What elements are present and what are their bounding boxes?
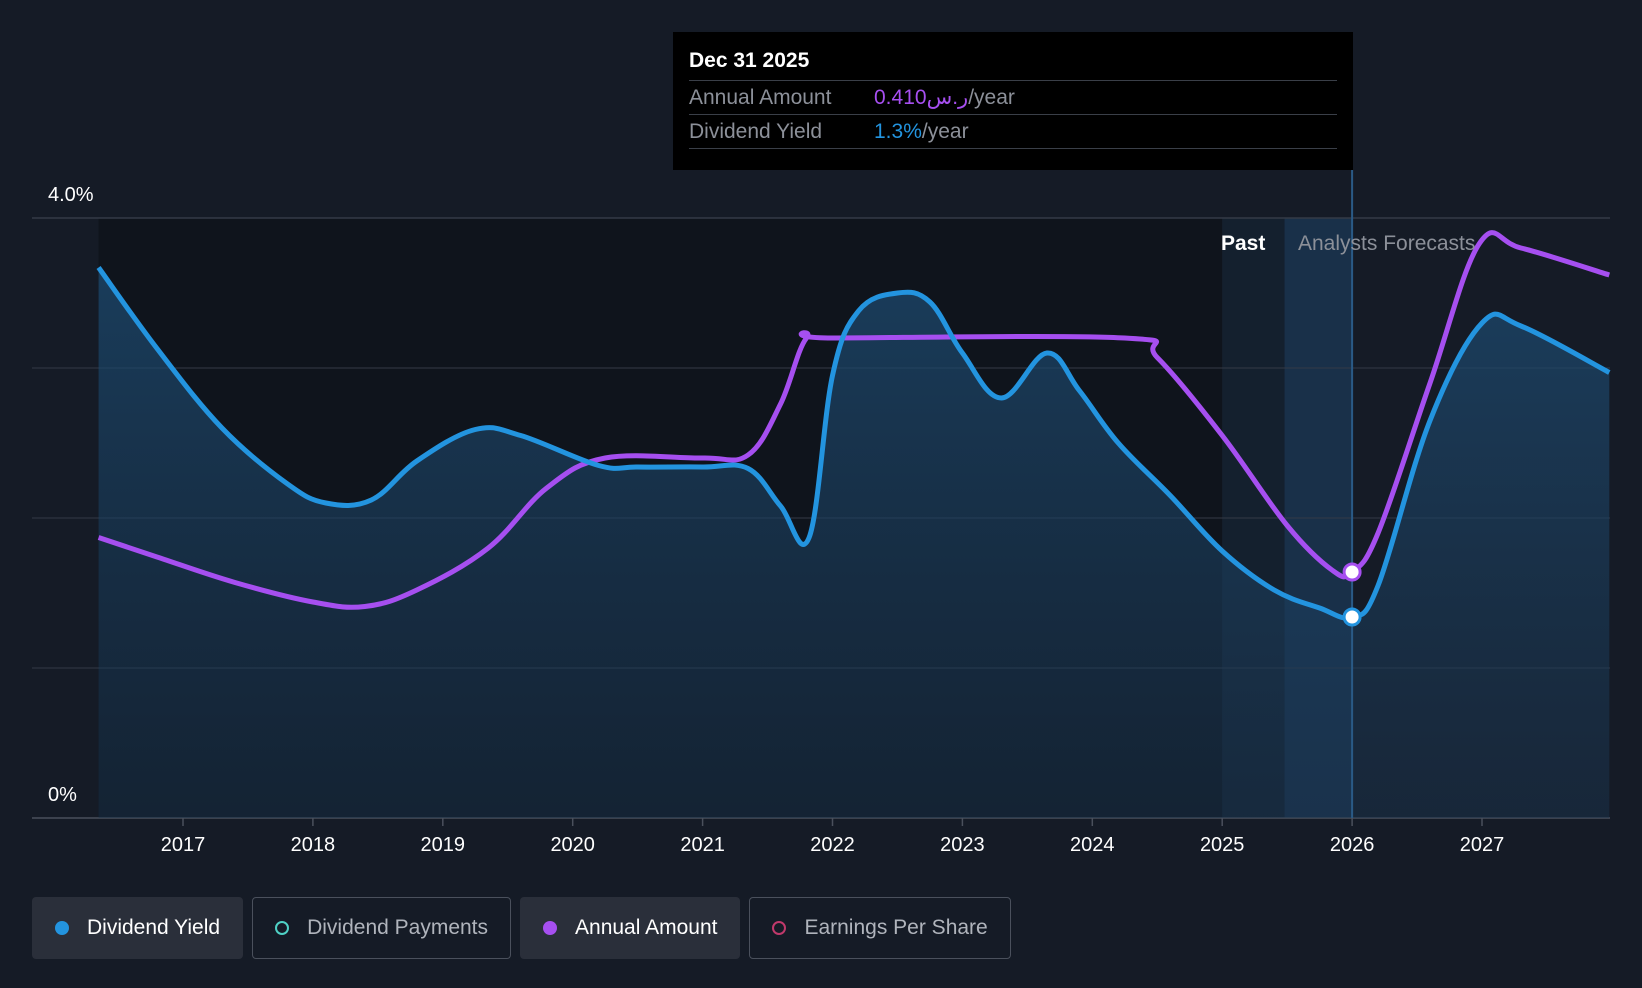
- legend-label: Dividend Yield: [87, 916, 221, 939]
- tooltip-label: Annual Amount: [689, 86, 832, 109]
- legend-dividend-payments-button[interactable]: Dividend Payments: [252, 897, 512, 959]
- past-label: Past: [1221, 232, 1265, 255]
- tooltip-value: 0.410ر.س: [874, 86, 969, 109]
- tooltip-unit: /year: [968, 86, 1015, 109]
- legend-dividend-yield-button[interactable]: Dividend Yield: [32, 897, 244, 959]
- x-tick-label: 2025: [1200, 834, 1245, 856]
- x-tick-label: 2018: [291, 834, 336, 856]
- legend-annual-amount-button[interactable]: Annual Amount: [520, 897, 741, 959]
- y-axis-top-label: 4.0%: [48, 184, 94, 206]
- legend-label: Earnings Per Share: [804, 916, 988, 939]
- annual-amount-marker: [1342, 562, 1362, 582]
- x-tick-label: 2022: [810, 834, 855, 856]
- tooltip-date: Dec 31 2025: [689, 46, 1337, 81]
- x-tick-label: 2026: [1330, 834, 1375, 856]
- tooltip-row-dividend-yield: Dividend Yield 1.3% /year: [689, 115, 1337, 149]
- x-tick-label: 2024: [1070, 834, 1115, 856]
- tooltip-unit: /year: [921, 120, 969, 143]
- dividend-yield-marker: [1342, 607, 1362, 627]
- legend-label: Annual Amount: [575, 916, 718, 939]
- legend-earnings-per-share-button[interactable]: Earnings Per Share: [749, 897, 1011, 959]
- tooltip-label: Dividend Yield: [689, 120, 823, 143]
- filled-circle-icon: [55, 921, 69, 935]
- legend-label: Dividend Payments: [307, 916, 489, 939]
- x-tick-label: 2019: [421, 834, 466, 856]
- x-tick-label: 2027: [1460, 834, 1505, 856]
- hollow-circle-icon: [772, 921, 787, 935]
- tooltip: Dec 31 2025 Annual Amount 0.410ر.س /year…: [673, 32, 1353, 170]
- forecast-label: Analysts Forecasts: [1298, 232, 1475, 255]
- hollow-circle-icon: [275, 921, 290, 935]
- tooltip-value: 1.3%: [874, 120, 922, 143]
- x-axis: 2017 2018 2019 2020 2021 2022 2023 2024 2025 2026…: [161, 818, 1505, 856]
- annual-amount-line: [97, 230, 1611, 610]
- y-axis-bottom-label: 0%: [48, 784, 77, 806]
- x-tick-label: 2023: [940, 834, 985, 856]
- filled-circle-icon: [543, 921, 558, 935]
- dividend-yield-area: [98, 267, 1610, 818]
- x-tick-label: 2021: [680, 834, 725, 856]
- x-tick-label: 2020: [550, 834, 595, 856]
- x-tick-label: 2017: [161, 834, 206, 856]
- legend: Dividend Yield Dividend Payments Annual …: [32, 897, 1020, 959]
- tooltip-row-annual-amount: Annual Amount 0.410ر.س /year: [689, 81, 1337, 115]
